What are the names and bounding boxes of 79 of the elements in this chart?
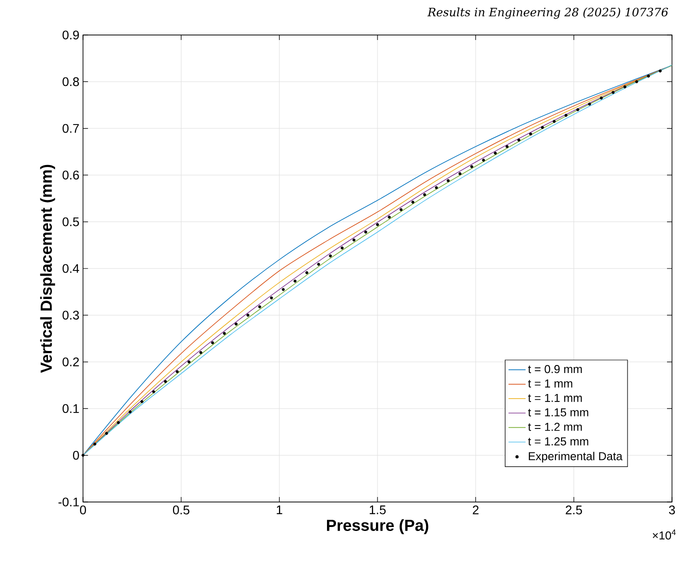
point [588,102,592,106]
point [470,165,474,168]
point [93,442,96,446]
x-tick-label: 1.5 [370,506,386,514]
point [152,390,156,394]
x-tick-label: 0 [80,506,86,514]
point [400,208,403,212]
point [258,305,262,308]
point [352,238,356,242]
point [517,138,520,142]
point [82,454,85,457]
text: ×10$^{4}$ [652,530,676,540]
point [246,314,250,317]
y-tick-label: 0.2 [62,357,79,366]
point [434,186,438,190]
point [199,351,202,354]
x-tick-label: 3 [668,506,675,514]
point [612,90,615,94]
legend-label: t = 1.2 mm [528,422,582,431]
point [600,96,603,100]
y-tick-label: 0.3 [62,310,79,320]
point [176,370,179,374]
point [211,341,214,344]
y-tick-label: 0.1 [62,404,79,414]
point [317,262,320,266]
point [222,332,226,335]
point [376,223,380,226]
point [552,120,556,123]
point [646,74,650,78]
point [105,432,108,435]
point [282,288,285,292]
y-tick-label: 0.6 [62,170,79,180]
x-tick-label: 1 [276,506,282,514]
point [506,145,509,148]
point [270,296,273,300]
point [635,80,638,84]
point [340,246,344,250]
y-tick-label: 0.4 [62,264,80,273]
y-tick-label: -0.1 [58,498,79,506]
point [328,254,332,258]
point [623,85,626,88]
point [658,69,662,72]
text: Results in Engineering 28 (2025) 107376 [427,8,668,19]
point [576,108,580,112]
point [294,280,297,283]
x-tick-label: 2 [472,506,479,514]
point [482,158,486,162]
x-tick-label: 2.5 [566,506,582,514]
point [494,152,497,155]
point [564,114,568,117]
point [128,410,132,414]
legend-label: t = 1.1 mm [528,394,582,402]
y-axis-title: Vertical Displacement (mm) [40,164,56,373]
legend-label: t = 1 mm [528,380,572,388]
point [140,400,144,404]
x-axis-title: Pressure (Pa) [326,519,428,534]
legend-label: t = 0.9 mm [528,365,582,374]
point [188,360,191,364]
point [446,179,450,182]
y-tick-label: 0 [73,450,79,460]
point [364,230,368,234]
point [423,193,426,196]
legend-label: t = 1.25 mm [528,437,588,446]
point [164,380,167,384]
y-tick-label: 0.5 [62,217,79,226]
point [458,172,462,176]
point [388,216,391,219]
point [234,322,238,326]
y-tick-label: 0.8 [62,77,79,86]
legend-label: t = 1.15 mm [528,408,588,416]
point [116,421,120,424]
y-tick-label: 0.9 [62,30,79,40]
x-tick-label: 0.5 [172,506,190,514]
point [411,200,414,204]
point [540,126,544,129]
point [529,132,532,136]
point [305,271,308,274]
legend-label: Experimental Data [528,452,623,463]
y-tick-label: 0.7 [62,124,79,133]
